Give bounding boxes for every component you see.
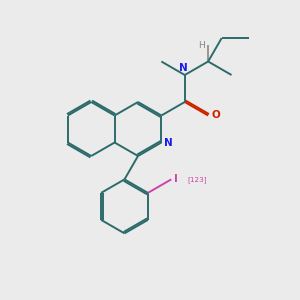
Text: O: O (212, 110, 220, 121)
Text: N: N (164, 137, 173, 148)
Text: N: N (179, 64, 188, 74)
Text: [123]: [123] (188, 176, 207, 183)
Text: H: H (198, 41, 205, 50)
Text: I: I (174, 174, 178, 184)
